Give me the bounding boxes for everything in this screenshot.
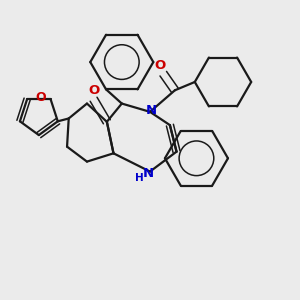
Text: O: O: [35, 91, 46, 104]
Text: H: H: [135, 172, 144, 182]
Text: O: O: [88, 84, 99, 98]
Text: O: O: [154, 59, 166, 72]
Text: N: N: [143, 167, 154, 180]
Text: N: N: [146, 104, 157, 117]
